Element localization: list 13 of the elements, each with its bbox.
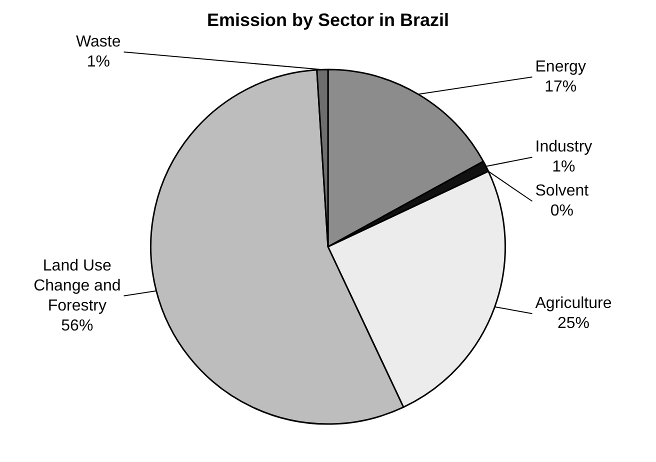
data-label: 25% <box>557 315 590 332</box>
data-label: 56% <box>61 317 94 334</box>
slice-label: Agriculture <box>535 295 612 312</box>
text: 0% <box>550 202 574 220</box>
chart-title: Emission by Sector in Brazil <box>206 10 450 30</box>
data-label: 1% <box>552 158 576 176</box>
slice-label: Waste <box>76 33 121 50</box>
data-label: 1% <box>86 53 110 70</box>
slice-label: Land Use Change and Forestry <box>34 257 121 314</box>
slice-label: Energy <box>535 58 586 76</box>
slice-label: Industry <box>535 138 592 156</box>
data-label: 17% <box>544 78 577 96</box>
legend-label: Solvent <box>535 182 590 200</box>
